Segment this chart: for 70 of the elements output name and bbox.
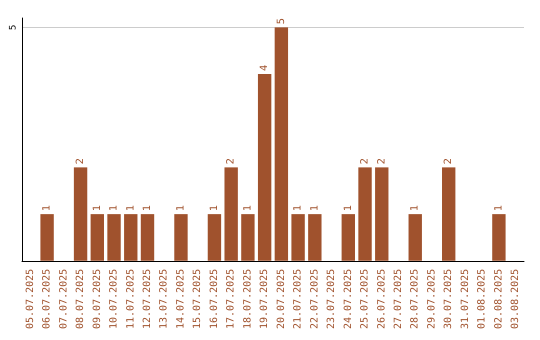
bar — [442, 167, 456, 261]
data-label: 1 — [493, 204, 504, 212]
x-tick-label: 16.07.2025 — [208, 268, 220, 330]
x-tick-label: 08.07.2025 — [75, 268, 86, 330]
x-tick-label: 26.07.2025 — [376, 268, 388, 330]
x-tick-label: 29.07.2025 — [426, 268, 438, 330]
x-tick-label: 20.07.2025 — [276, 268, 287, 330]
bar — [74, 167, 88, 261]
bar — [90, 214, 104, 261]
x-tick-label: 19.07.2025 — [259, 268, 270, 330]
x-tick-label: 13.07.2025 — [158, 268, 170, 330]
x-tick-label: 05.07.2025 — [24, 268, 36, 330]
x-tick-label: 31.07.2025 — [460, 268, 471, 330]
data-label: 1 — [142, 204, 153, 212]
bar — [492, 214, 506, 261]
bar — [208, 214, 222, 261]
bar — [375, 167, 388, 261]
x-tick-label: 21.07.2025 — [292, 268, 304, 330]
bar — [241, 214, 255, 261]
data-label: 1 — [292, 204, 304, 212]
data-label: 1 — [108, 204, 120, 212]
x-tick-label: 11.07.2025 — [125, 268, 136, 330]
bar — [291, 214, 305, 261]
bar — [342, 214, 355, 261]
data-label: 2 — [443, 158, 454, 164]
bar — [140, 214, 154, 261]
x-tick-label: 06.07.2025 — [42, 268, 53, 330]
data-label: 2 — [226, 158, 237, 164]
data-label: 1 — [208, 204, 220, 212]
x-tick-label: 10.07.2025 — [108, 268, 120, 330]
x-tick-label: 17.07.2025 — [226, 268, 237, 330]
data-label: 2 — [75, 158, 86, 164]
bar — [174, 214, 188, 261]
x-tick-label: 03.08.2025 — [510, 268, 522, 330]
x-tick-label: 01.08.2025 — [476, 268, 488, 330]
data-label: 1 — [342, 204, 354, 212]
x-tick-label: 14.07.2025 — [175, 268, 186, 330]
x-tick-label: 30.07.2025 — [443, 268, 454, 330]
x-tick-label: 07.07.2025 — [58, 268, 70, 330]
bar — [40, 214, 54, 261]
x-tick-label: 22.07.2025 — [309, 268, 320, 330]
data-label: 1 — [242, 204, 254, 212]
x-tick-label: 28.07.2025 — [410, 268, 421, 330]
bar — [308, 214, 322, 261]
bar — [258, 74, 272, 261]
bar — [408, 214, 422, 261]
bar — [274, 27, 288, 261]
bar — [224, 167, 238, 261]
bar — [107, 214, 121, 261]
x-tick-label: 18.07.2025 — [242, 268, 254, 330]
data-label: 1 — [92, 204, 103, 212]
x-tick-label: 24.07.2025 — [342, 268, 354, 330]
bar — [358, 167, 372, 261]
data-label: 1 — [42, 204, 53, 212]
data-label: 4 — [259, 64, 270, 72]
data-label: 5 — [276, 18, 287, 24]
bar — [124, 214, 138, 261]
data-label: 1 — [175, 204, 186, 212]
data-label: 1 — [309, 204, 320, 212]
x-tick-label: 27.07.2025 — [393, 268, 404, 330]
data-label: 1 — [125, 204, 136, 212]
data-label: 2 — [360, 158, 371, 164]
x-tick-label: 09.07.2025 — [92, 268, 103, 330]
data-label: 2 — [376, 158, 388, 164]
data-label: 1 — [410, 204, 421, 212]
x-tick-label: 25.07.2025 — [360, 268, 371, 330]
x-tick-label: 23.07.2025 — [326, 268, 338, 330]
x-tick-label: 15.07.2025 — [192, 268, 204, 330]
x-tick-label: 02.08.2025 — [493, 268, 504, 330]
x-tick-label: 12.07.2025 — [142, 268, 153, 330]
